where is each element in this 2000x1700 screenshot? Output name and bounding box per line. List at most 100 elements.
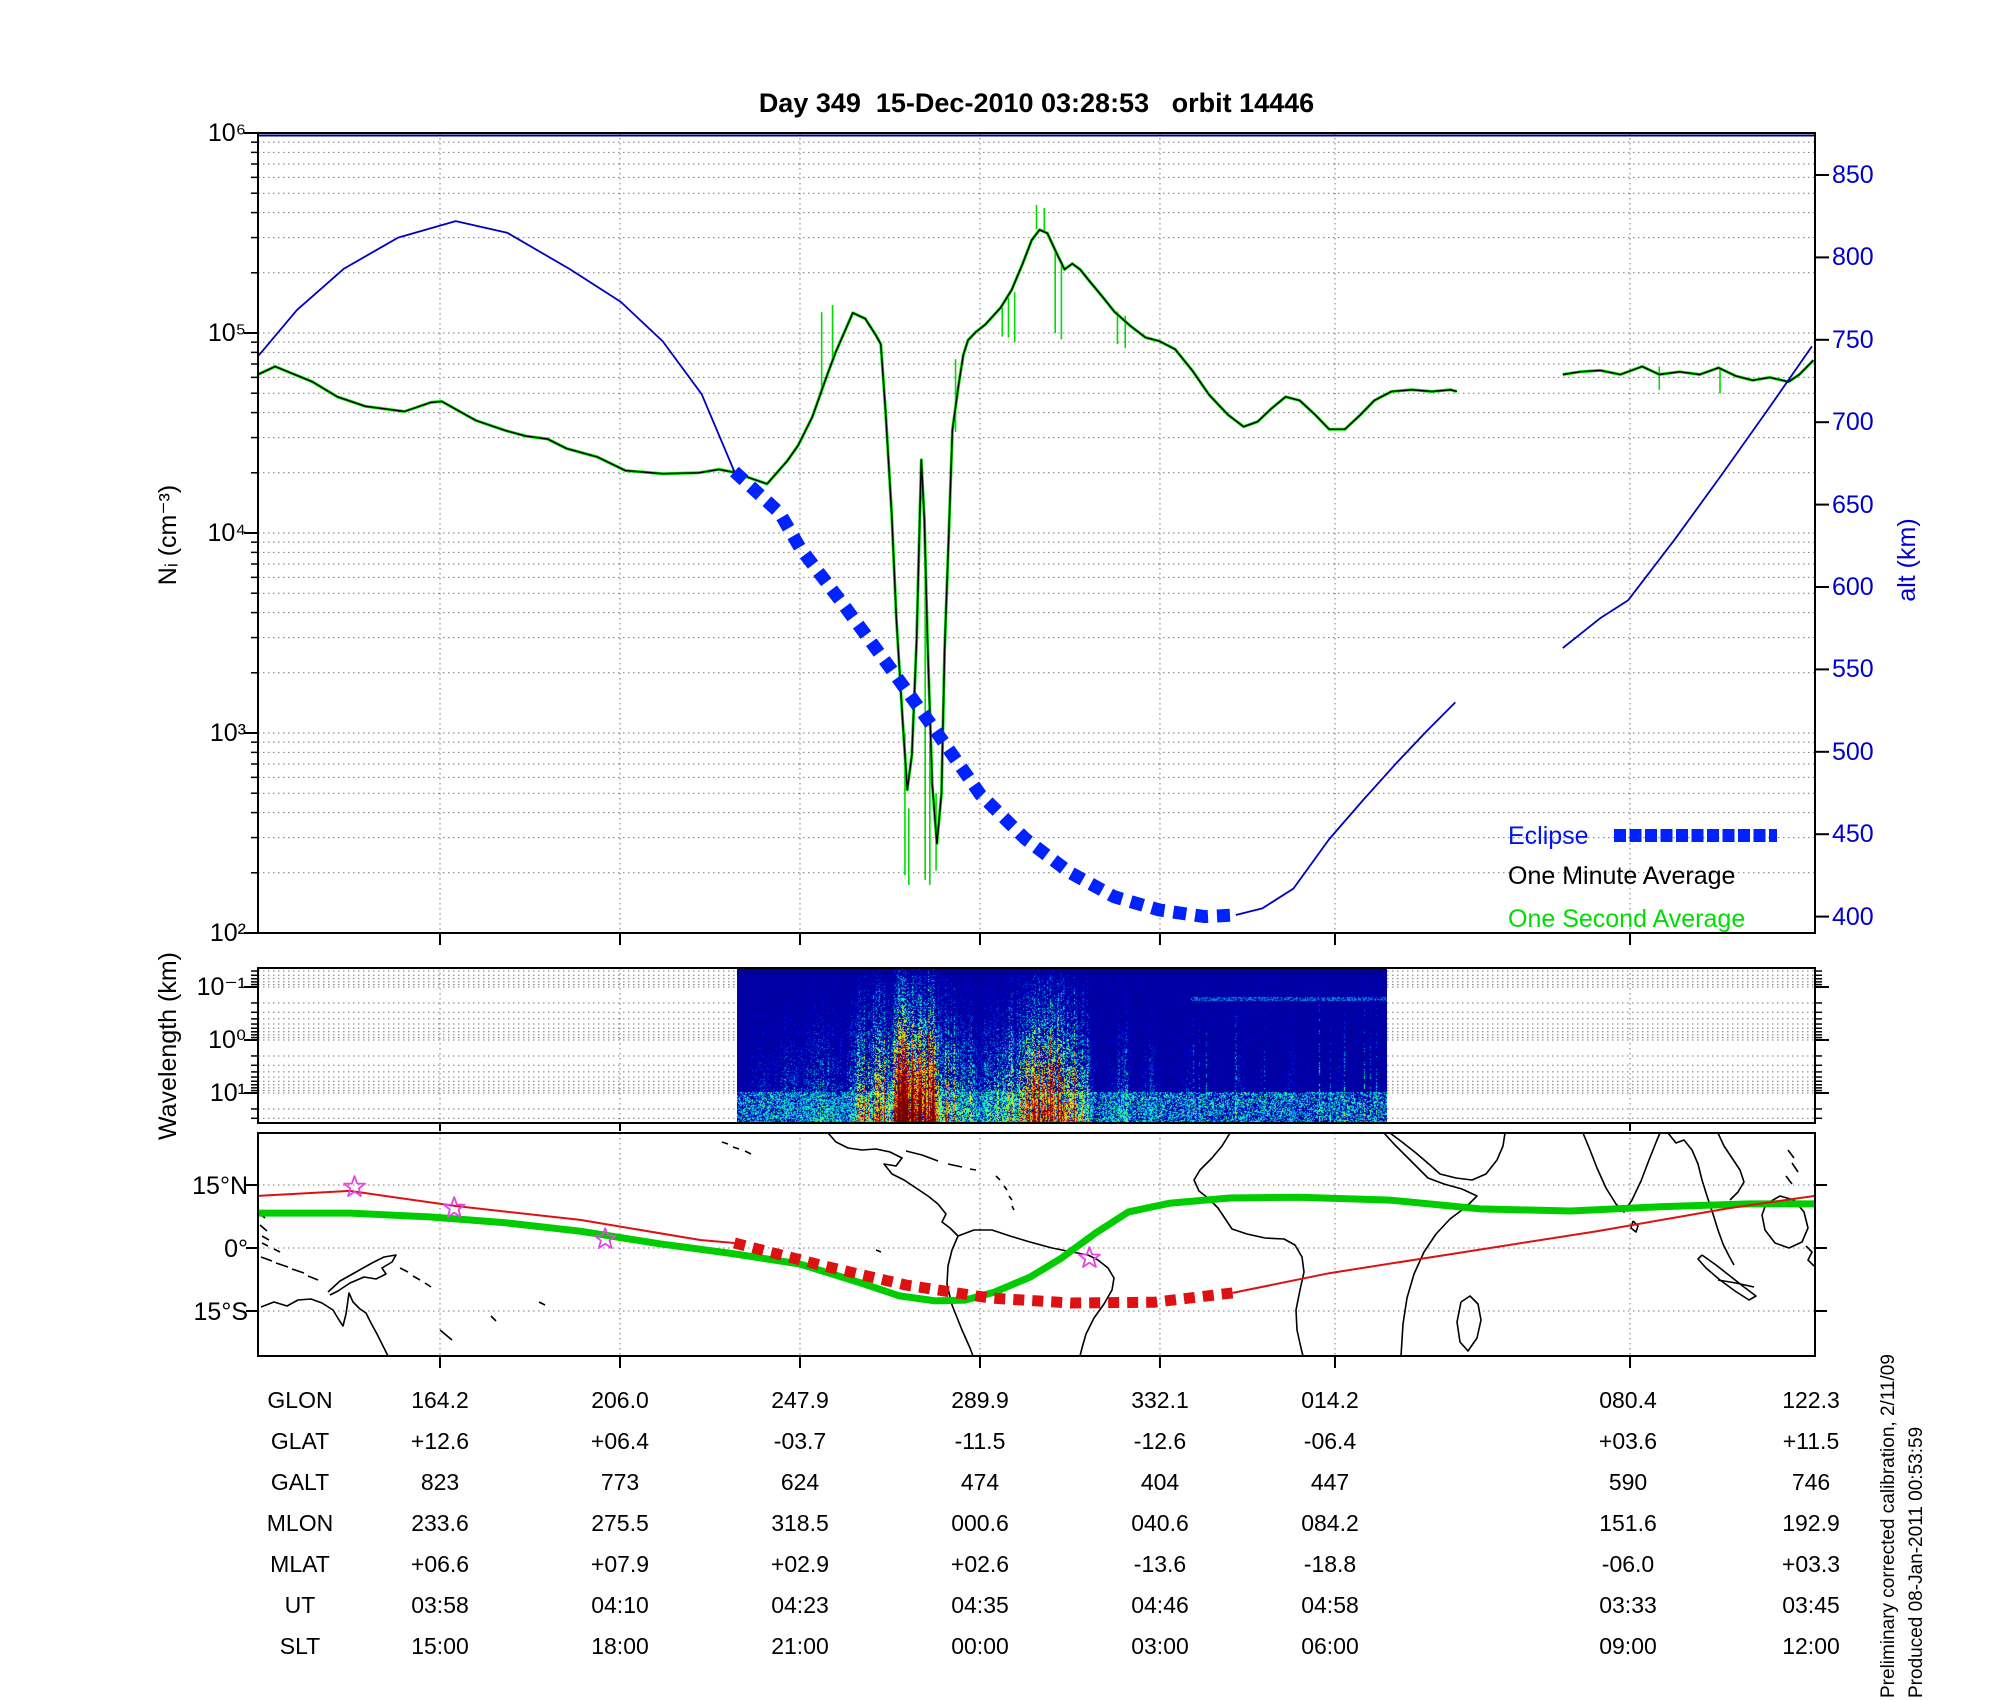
one-second-average-curve [257,228,1458,846]
one-minute-average-curve [1562,359,1814,383]
page-title: Day 349 15-Dec-2010 03:28:53 orbit 14446 [758,88,1315,118]
ni-tick-label: 10⁴ [207,519,246,547]
coastline [995,1175,1015,1211]
table-value: 233.6 [411,1510,469,1536]
table-row-label: GLON [267,1387,333,1413]
table-value: 289.9 [951,1387,1009,1413]
table-value: 404 [1140,1469,1180,1495]
table-value: 624 [780,1469,820,1495]
table-value: 275.5 [591,1510,649,1536]
coastline [1193,1132,1305,1357]
coastline [1717,1132,1745,1201]
table-value: +06.4 [590,1428,650,1454]
mid-panel-border [257,967,1816,1124]
table-value: 21:00 [771,1633,829,1659]
table-value: -12.6 [1133,1428,1187,1454]
coastline [1389,1132,1506,1181]
alt-tick-label: 800 [1832,243,1874,272]
wavelength-tick-label: 10¹ [209,1079,246,1107]
coastline [1805,1245,1815,1267]
top-panel-border [257,132,1816,934]
ni-tick-label: 10² [209,919,246,947]
altitude-curve [1562,345,1813,649]
table-value: 318.5 [771,1510,829,1536]
table-value: +12.6 [410,1428,470,1454]
map-lat-label-15n: 15°N [192,1172,248,1200]
table-value: +02.6 [950,1551,1010,1577]
table-value: 084.2 [1301,1510,1359,1536]
table-value: 590 [1608,1469,1648,1495]
table-value: +06.6 [410,1551,470,1577]
coastline [1456,1295,1482,1352]
coastline [399,1267,546,1341]
table-value: 014.2 [1301,1387,1359,1413]
table-row-label: MLON [266,1510,334,1536]
table-value: 040.6 [1131,1510,1189,1536]
coastline [721,1141,882,1253]
table-value: 04:23 [771,1592,829,1618]
coastline [258,1212,270,1241]
table-value: 080.4 [1599,1387,1657,1413]
track-red-thin [257,1189,735,1244]
alt-tick-label: 700 [1832,408,1874,437]
table-value: 192.9 [1782,1510,1840,1536]
table-value: 773 [600,1469,640,1495]
track-red-eclipse-dashed [733,1237,1234,1309]
table-value: 04:58 [1301,1592,1359,1618]
table-value: 746 [1791,1469,1831,1495]
coastline [1785,1149,1799,1185]
table-value: +02.9 [770,1551,830,1577]
alt-tick-label: 600 [1832,573,1874,601]
coastline [327,1254,397,1296]
alt-tick-label: 500 [1832,737,1874,766]
altitude-curve [1235,701,1456,916]
map-lat-label-15s: 15°S [193,1298,248,1326]
coastline [1667,1132,1735,1266]
coastline [957,1229,1115,1357]
table-value: 247.9 [771,1387,829,1413]
table-row-label: MLAT [270,1551,330,1577]
table-row-label: GALT [270,1469,330,1495]
table-value: 03:00 [1131,1633,1189,1659]
alt-tick-label: 450 [1832,820,1874,849]
table-value: -11.5 [954,1428,1006,1454]
table-value: 447 [1310,1469,1350,1495]
table-value: 04:46 [1131,1592,1189,1618]
table-value: 00:00 [951,1633,1009,1659]
table-value: 823 [420,1469,460,1495]
station-star-marker [593,1227,617,1249]
coastline [1582,1132,1661,1213]
table-row-label: SLT [279,1633,321,1659]
map-lat-label-0: 0° [224,1235,248,1263]
coastline [1383,1132,1478,1357]
table-value: -06.0 [1601,1551,1655,1577]
legend-eclipse-swatch [1614,829,1777,842]
station-star-marker [343,1175,366,1197]
wavelength-tick-label: 10⁻¹ [196,973,246,1001]
coastline [1717,1279,1755,1288]
table-value: 332.1 [1131,1387,1189,1413]
table-value: 15:00 [411,1633,469,1659]
table-value: +07.9 [590,1551,650,1577]
legend-one-second-label: One Second Average [1508,905,1746,933]
table-value: 03:58 [411,1592,469,1618]
coastline [260,1292,389,1357]
alt-tick-label: 850 [1832,161,1874,189]
coastline [260,1242,319,1281]
table-value: 04:35 [951,1592,1009,1618]
table-value: 151.6 [1599,1510,1657,1536]
table-value: 18:00 [591,1633,649,1659]
side-note-produced: Produced 08-Jan-2011 00:53:59 [1906,1426,1927,1698]
alt-tick-label: 650 [1832,490,1874,519]
table-value: 04:10 [591,1592,649,1618]
side-note-calibration: Preliminary corrected calibration, 2/11/… [1878,1354,1899,1698]
table-value: -18.8 [1303,1551,1357,1577]
ni-tick-label: 10³ [209,719,246,747]
table-value: 206.0 [591,1387,649,1413]
table-value: +11.5 [1782,1428,1840,1454]
coastline [946,1235,974,1357]
station-star-marker [1078,1246,1101,1268]
coastline [905,1150,977,1171]
table-value: 12:00 [1782,1633,1840,1659]
